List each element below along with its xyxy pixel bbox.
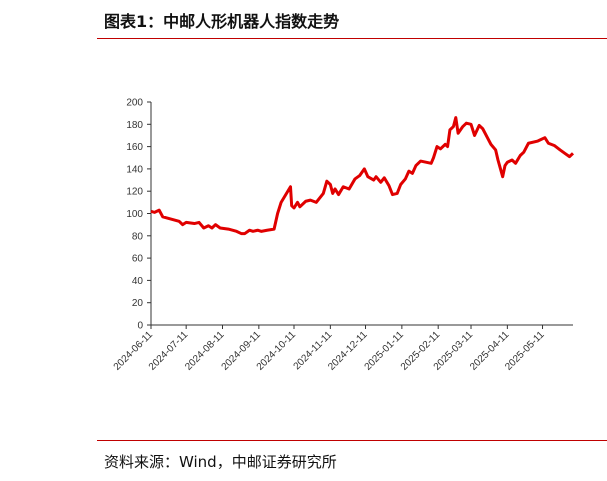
- y-tick-label: 60: [132, 254, 144, 265]
- source-note: 资料来源：Wind，中邮证券研究所: [104, 453, 337, 471]
- y-tick-label: 20: [132, 298, 144, 309]
- y-tick-label: 100: [126, 209, 143, 220]
- source-rule: [97, 440, 607, 441]
- title-rule: [97, 38, 607, 39]
- y-tick-label: 80: [132, 231, 144, 242]
- y-tick-label: 40: [132, 276, 144, 287]
- figure-title: 图表1：中邮人形机器人指数走势: [104, 12, 340, 31]
- series-line: [150, 116, 575, 236]
- y-tick-label: 160: [126, 142, 143, 153]
- y-tick-label: 0: [137, 321, 143, 332]
- y-tick-label: 120: [126, 187, 143, 198]
- y-tick-label: 140: [126, 164, 143, 175]
- y-tick-label: 180: [126, 120, 143, 131]
- y-tick-label: 200: [126, 98, 143, 109]
